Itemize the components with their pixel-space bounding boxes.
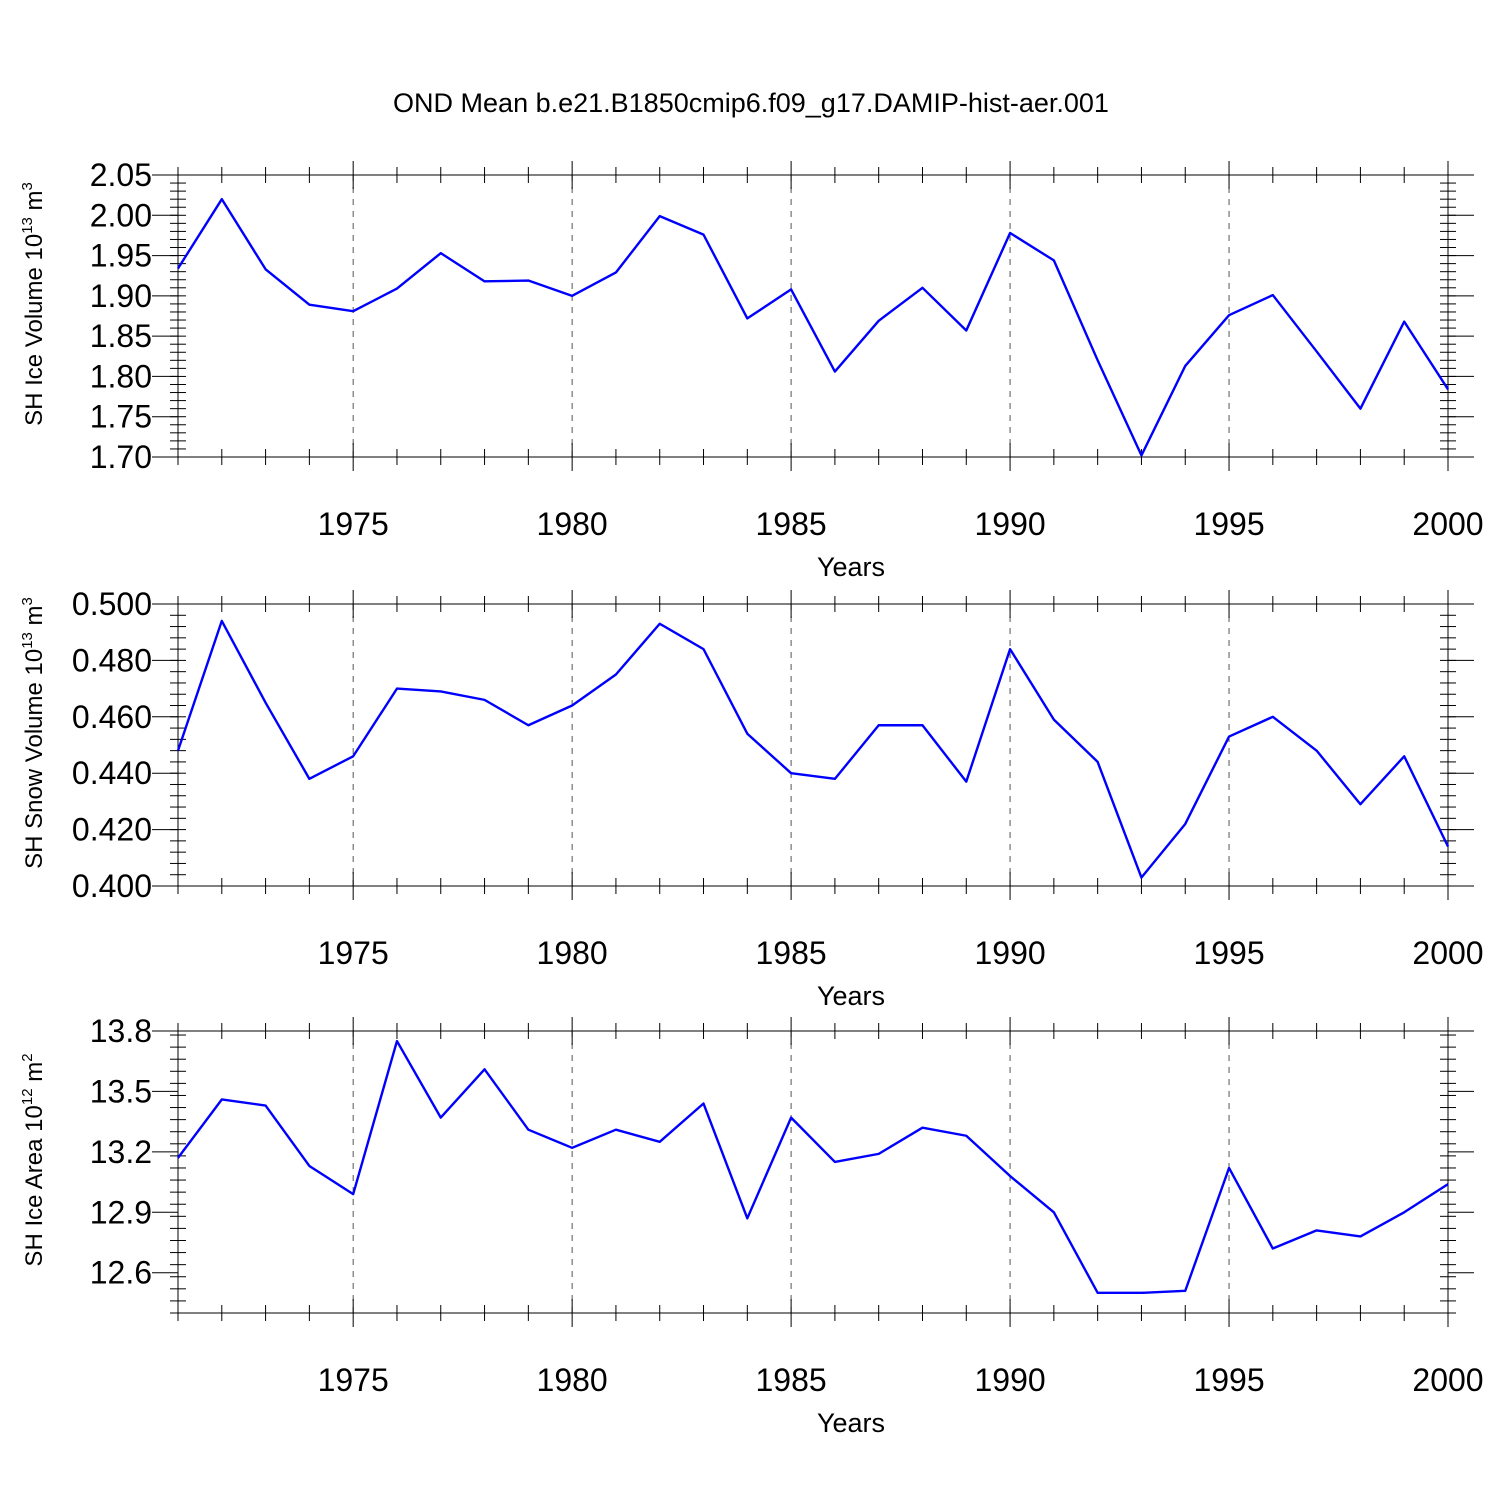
plot-frame [177, 1030, 1449, 1314]
x-tick-label: 1985 [756, 1362, 827, 1398]
y-tick-label: 0.500 [72, 586, 152, 622]
chart-title: OND Mean b.e21.B1850cmip6.f09_g17.DAMIP-… [393, 88, 1109, 118]
y-tick-label: 13.5 [90, 1073, 152, 1109]
y-tick-label: 1.80 [90, 358, 152, 394]
series-line [176, 197, 1450, 457]
x-axis-label: Years [817, 981, 885, 1011]
series-line [177, 1039, 1449, 1295]
y-tick-label: 12.9 [90, 1194, 152, 1230]
x-tick-label: 1985 [756, 506, 827, 542]
y-tick-label: 13.8 [90, 1013, 152, 1049]
y-tick-label: 0.420 [72, 812, 152, 848]
series-line [176, 619, 1450, 879]
y-tick-label: 0.440 [72, 755, 152, 791]
x-tick-label: 1975 [318, 1362, 389, 1398]
panel-1: 1.70 1.75 1.80 1.85 1.90 1.95 2.00 2.05 1975 1980… [19, 157, 1484, 582]
y-tick-label: 2.05 [90, 157, 152, 193]
y-tick-label: 1.90 [90, 278, 152, 314]
y-tick-label: 1.75 [90, 399, 152, 435]
x-tick-label: 1995 [1193, 935, 1264, 971]
x-axis-label: Years [817, 1408, 885, 1438]
x-axis-label: Years [817, 552, 885, 582]
y-tick-label: 1.85 [90, 318, 152, 354]
y-axis-label: SH Snow Volume 1013 m3 [19, 597, 48, 869]
y-tick-label: 0.480 [72, 642, 152, 678]
y-tick-label: 13.2 [90, 1134, 152, 1170]
y-tick-label: 0.460 [72, 699, 152, 735]
panel-3: 12.6 12.9 13.2 13.5 13.8 1975 1980 1985 1990 1995… [19, 1013, 1484, 1438]
y-axis-label: SH Ice Area 1012 m2 [19, 1053, 48, 1266]
chart-panels: 1.70 1.75 1.80 1.85 1.90 1.95 2.00 2.05 1975 1980… [19, 157, 1484, 1438]
y-tick-label: 0.400 [72, 868, 152, 904]
plot-frame [177, 603, 1449, 887]
plot-frame [177, 174, 1449, 458]
y-tick-label: 1.95 [90, 238, 152, 274]
panel-2: 0.400 0.420 0.440 0.460 0.480 0.500 1975 1980 19… [19, 586, 1484, 1011]
x-tick-label: 1995 [1193, 1362, 1264, 1398]
x-tick-label: 1980 [537, 506, 608, 542]
x-tick-label: 1980 [537, 1362, 608, 1398]
y-axis-label: SH Ice Volume 1013 m3 [19, 182, 48, 426]
x-tick-label: 1985 [756, 935, 827, 971]
x-tick-label: 1990 [974, 1362, 1045, 1398]
x-tick-label: 1975 [318, 506, 389, 542]
x-tick-label: 1995 [1193, 506, 1264, 542]
y-tick-label: 1.70 [90, 439, 152, 475]
x-tick-label: 1990 [974, 935, 1045, 971]
x-tick-label: 2000 [1412, 935, 1483, 971]
x-tick-label: 1975 [318, 935, 389, 971]
x-tick-label: 1990 [974, 506, 1045, 542]
x-tick-label: 2000 [1412, 1362, 1483, 1398]
y-tick-label: 2.00 [90, 197, 152, 233]
y-tick-label: 12.6 [90, 1255, 152, 1291]
x-tick-label: 1980 [537, 935, 608, 971]
x-tick-label: 2000 [1412, 506, 1483, 542]
